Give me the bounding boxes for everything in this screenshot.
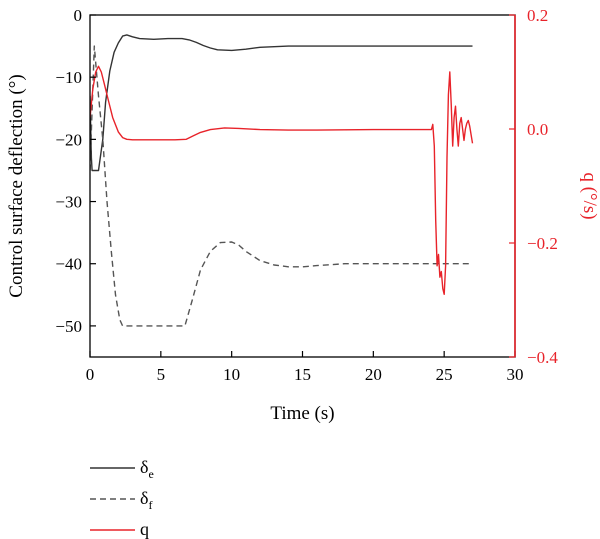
right-tick-label: −0.4 — [527, 348, 558, 367]
x-tick-label: 25 — [436, 365, 453, 384]
x-tick-label: 15 — [294, 365, 311, 384]
plot-frame — [89, 14, 516, 358]
left-tick-label: −50 — [55, 317, 82, 336]
legend-item: δf — [90, 488, 152, 512]
x-tick-label: 20 — [365, 365, 382, 384]
series-line-f — [90, 45, 473, 327]
x-axis-ticks: 0 5 10 15 20 25 30 — [86, 351, 524, 384]
plot-lines — [90, 34, 474, 327]
right-tick-label: −0.2 — [527, 234, 558, 253]
legend: δe δf q — [90, 457, 154, 539]
x-tick-label: 5 — [157, 365, 166, 384]
legend-label: δe — [140, 457, 154, 481]
left-tick-label: −20 — [55, 130, 82, 149]
legend-item: δe — [90, 457, 154, 481]
series-line-q — [90, 65, 474, 295]
left-tick-label: −10 — [55, 68, 82, 87]
right-tick-label: 0.0 — [527, 120, 548, 139]
x-axis-title: Time (s) — [270, 403, 334, 424]
left-tick-label: −30 — [55, 193, 82, 212]
x-tick-label: 0 — [86, 365, 95, 384]
right-axis-title: q (°/s) — [579, 172, 600, 219]
left-axis-title: Control surface deflection (°) — [6, 74, 27, 297]
left-axis-ticks: 0 −10 −20 −30 −40 −50 — [55, 6, 96, 336]
right-axis-ticks: 0.2 0.0 −0.2 −0.4 — [509, 6, 558, 367]
right-tick-label: 0.2 — [527, 6, 548, 25]
x-tick-label: 10 — [223, 365, 240, 384]
series-line-e — [90, 34, 473, 172]
legend-item: q — [90, 519, 149, 539]
legend-label: δf — [140, 488, 152, 512]
legend-label: q — [140, 519, 149, 539]
left-tick-label: 0 — [74, 6, 83, 25]
left-tick-label: −40 — [55, 255, 82, 274]
x-tick-label: 30 — [507, 365, 524, 384]
